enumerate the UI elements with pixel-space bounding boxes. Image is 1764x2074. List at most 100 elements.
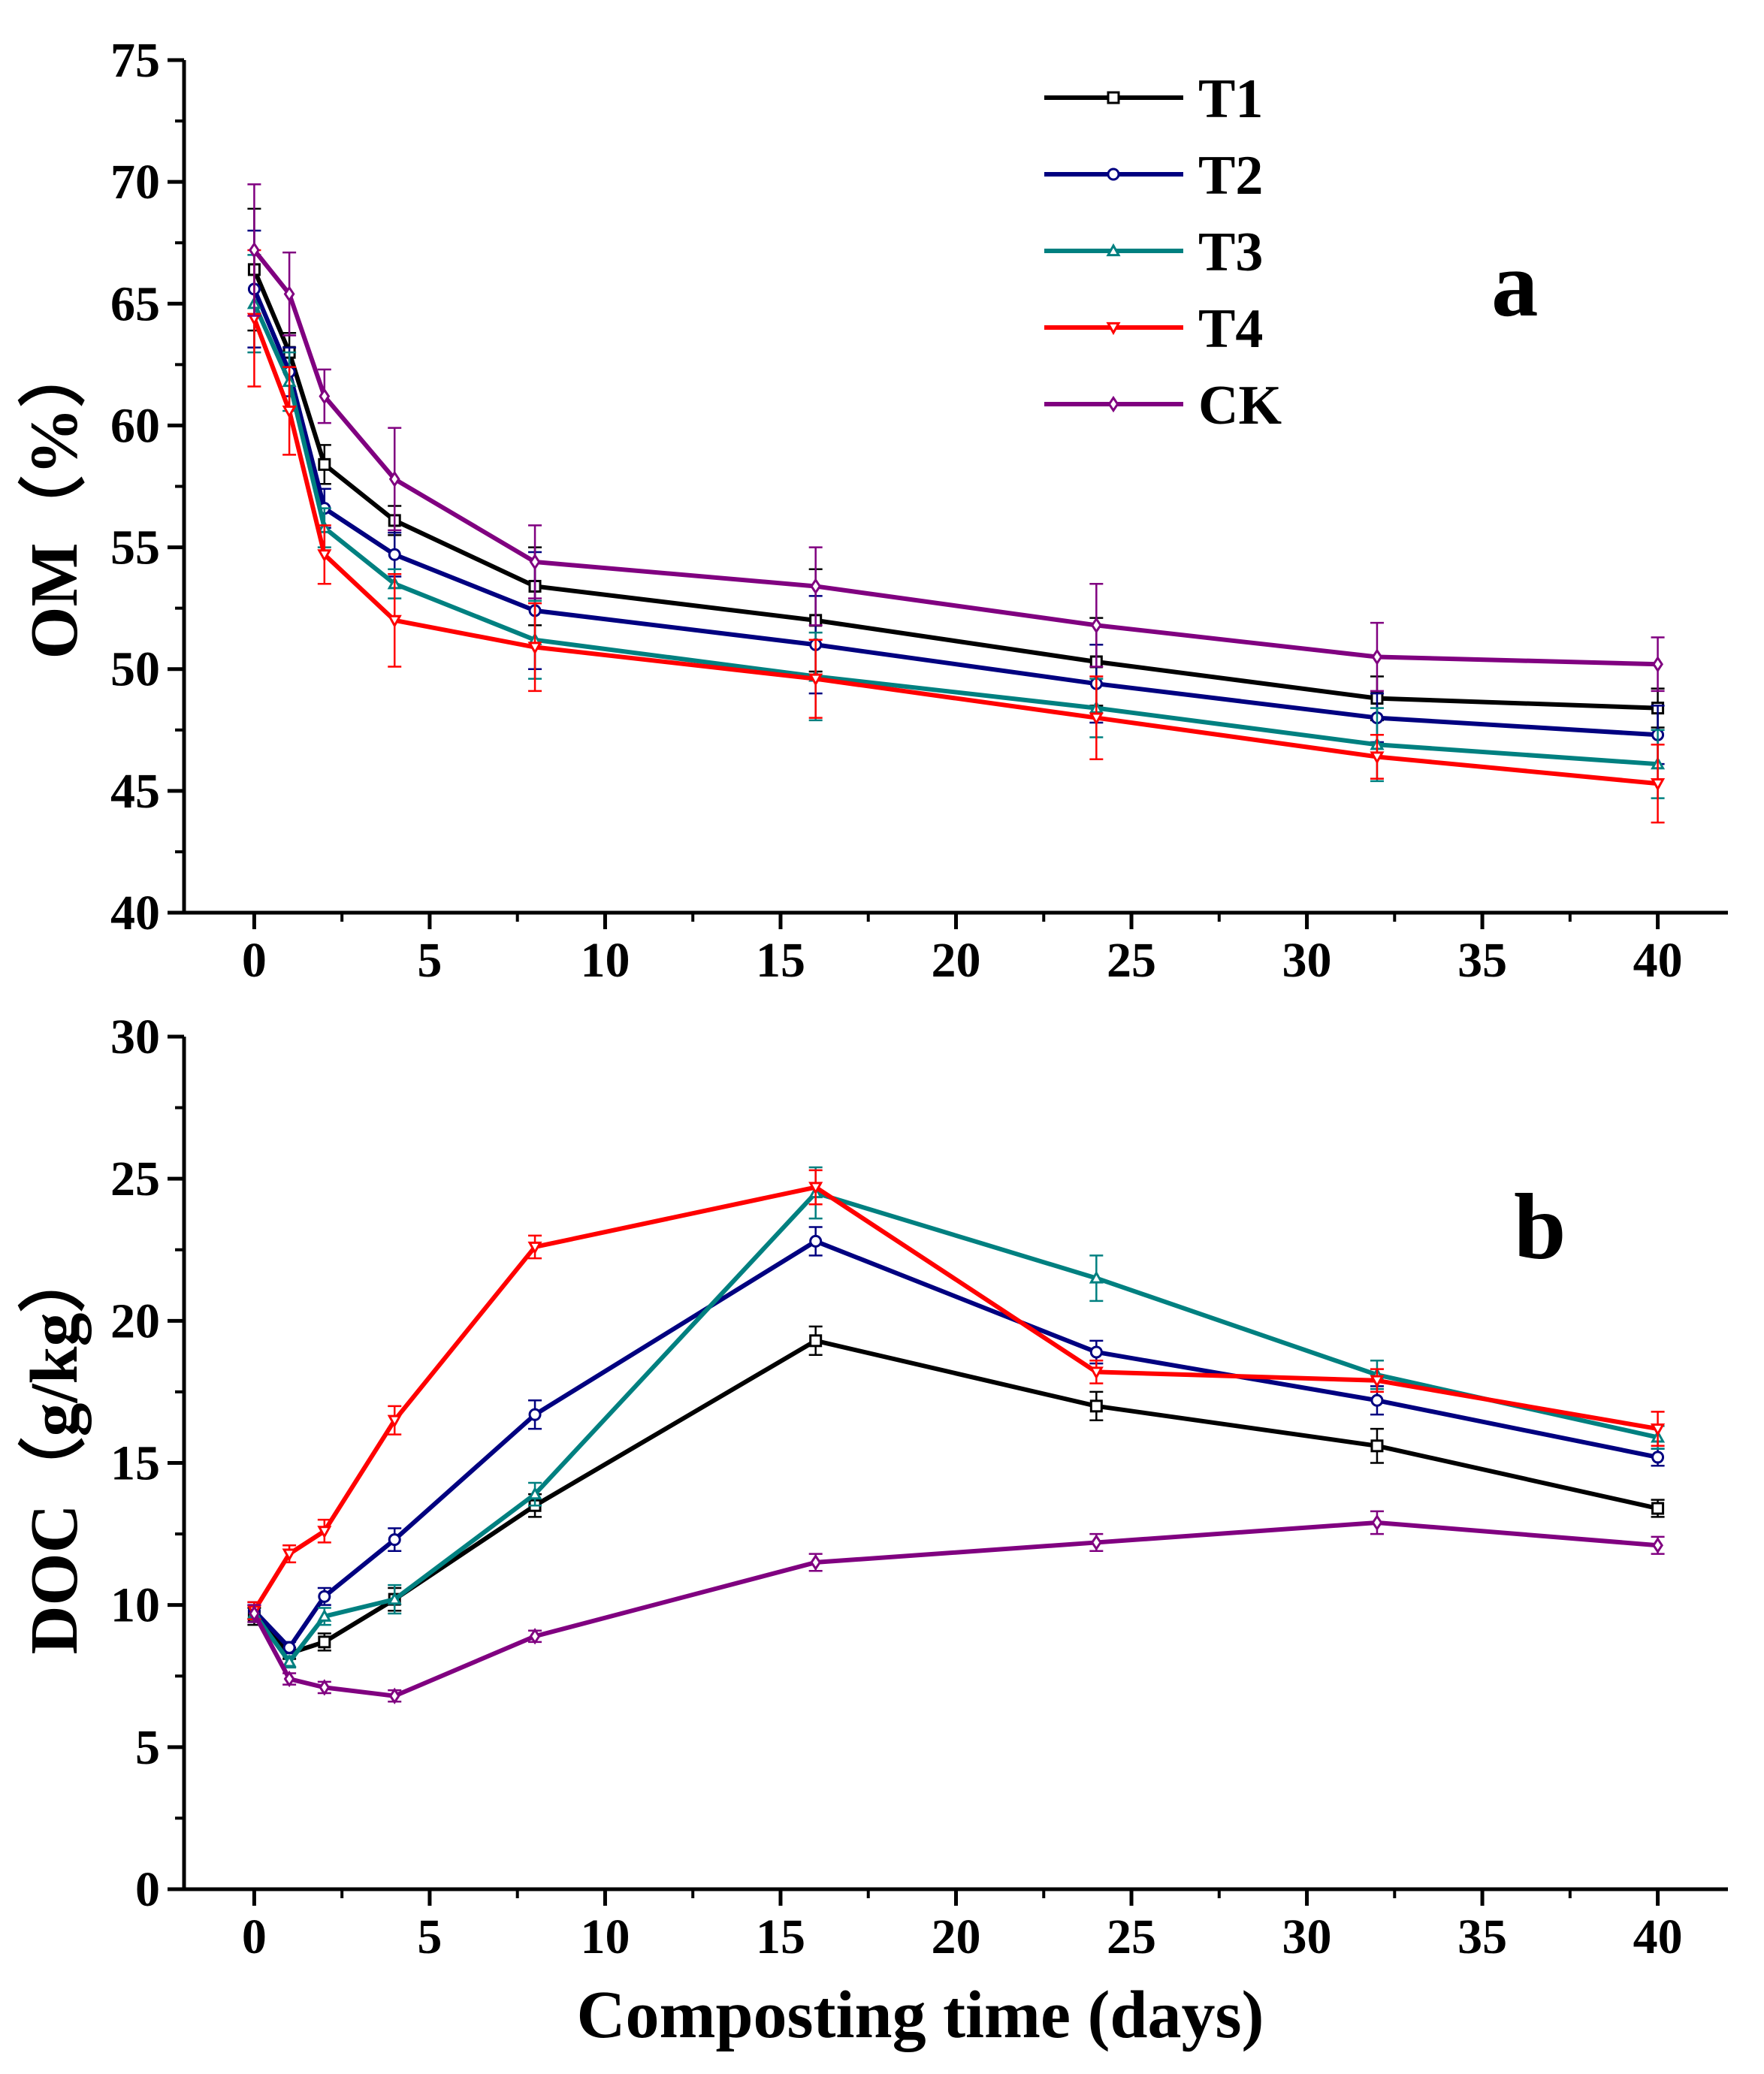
panel-b-x-tick-label: 15	[756, 1909, 805, 1964]
legend-label: CK	[1198, 375, 1282, 436]
panel-b-x-tick-label: 5	[417, 1909, 442, 1964]
legend-label: T2	[1198, 145, 1263, 207]
panel-a-y-tick-label: 40	[110, 886, 160, 940]
legend: T1 T2 T3 T4 CK	[1044, 68, 1282, 436]
legend-marker	[1107, 395, 1119, 413]
panel-a-series-t1	[247, 207, 1665, 729]
panel-b-x-tick-label: 30	[1282, 1909, 1332, 1964]
data-point	[318, 1589, 331, 1603]
data-point	[1370, 1375, 1385, 1388]
panel-b-x-tick-label: 20	[932, 1909, 981, 1964]
panel-b-y-tick-label: 15	[110, 1436, 160, 1491]
panel-b-series-t1	[247, 1325, 1665, 1660]
data-point	[810, 578, 822, 595]
data-point	[282, 1654, 297, 1668]
panel-b-x-tick-label: 0	[242, 1909, 267, 1964]
data-point	[1090, 1534, 1102, 1551]
panel-b-x-tick-label: 25	[1107, 1909, 1156, 1964]
data-point	[283, 285, 295, 303]
panel-a-x-tick-label: 25	[1107, 933, 1156, 988]
panel-b-y-tick-label: 0	[135, 1862, 160, 1917]
data-point	[249, 241, 260, 259]
data-point	[319, 1679, 331, 1696]
legend-marker	[1106, 243, 1121, 257]
data-point	[318, 457, 331, 471]
panel-a-letter: a	[1491, 233, 1539, 337]
panel-a-series-ck	[247, 183, 1665, 693]
legend-item-t1: T1	[1044, 68, 1263, 130]
data-point	[1651, 1451, 1665, 1464]
series-line-t3	[252, 303, 1658, 767]
data-point	[388, 1533, 401, 1547]
legend-label: T1	[1198, 68, 1263, 130]
data-point	[529, 1628, 541, 1645]
data-point	[387, 1414, 402, 1428]
data-point	[809, 1234, 823, 1248]
data-point	[1089, 1345, 1103, 1359]
panel-b-y-tick-label: 10	[110, 1578, 160, 1633]
panel-a-y-tick-label: 75	[110, 33, 160, 88]
panel-a-series-t2	[247, 229, 1665, 765]
data-point	[1370, 751, 1385, 765]
data-point	[283, 1670, 295, 1688]
legend-item-ck: CK	[1044, 375, 1282, 436]
panel-a-x-tick-label: 30	[1282, 933, 1332, 988]
panel-a-y-tick-label: 55	[110, 521, 160, 575]
legend-marker	[1107, 168, 1120, 181]
data-point	[808, 1182, 823, 1195]
legend-marker	[1106, 322, 1121, 336]
panel-b-x-tick-label: 10	[580, 1909, 630, 1964]
data-point	[808, 673, 823, 687]
data-point	[319, 388, 331, 405]
data-point	[1652, 656, 1663, 673]
panel-a-series-t3	[246, 254, 1666, 799]
legend-item-t2: T2	[1044, 145, 1263, 207]
data-point	[282, 1641, 296, 1654]
legend-label: T3	[1198, 222, 1263, 283]
data-point	[249, 1605, 260, 1623]
data-point	[317, 1608, 332, 1622]
panel-a-y-tick-label: 70	[110, 155, 160, 210]
data-point	[1371, 648, 1383, 666]
panel-b-letter: b	[1514, 1176, 1566, 1279]
data-point	[1651, 778, 1666, 792]
data-point	[809, 1334, 823, 1348]
data-point	[387, 1592, 402, 1605]
panel-b-x-tick-label: 40	[1633, 1909, 1683, 1964]
panel-b-y-tick-label: 5	[135, 1720, 160, 1775]
data-point	[387, 614, 402, 628]
legend-item-t3: T3	[1044, 222, 1263, 283]
data-point	[1651, 1423, 1666, 1437]
legend-item-t4: T4	[1044, 298, 1263, 360]
panel-a-x-tick-label: 15	[756, 933, 805, 988]
panel-b-x-axis-title: Composting time (days)	[577, 1978, 1264, 2052]
data-point	[1089, 712, 1104, 726]
data-point	[529, 553, 541, 571]
panel-b-y-axis-title: DOC（g/kg）	[17, 1245, 92, 1654]
panel-b-series-t4	[246, 1169, 1666, 1620]
data-point	[527, 642, 542, 655]
legend-label: T4	[1198, 298, 1263, 360]
data-point	[282, 1548, 297, 1562]
data-point	[1371, 1514, 1383, 1532]
data-point	[528, 1408, 542, 1421]
panel-b-y-tick-label: 25	[110, 1152, 160, 1206]
data-point	[388, 548, 401, 561]
panel-b-x-tick-label: 35	[1457, 1909, 1507, 1964]
panel-a-x-tick-label: 0	[242, 933, 267, 988]
data-point	[810, 1553, 822, 1571]
data-point	[317, 1526, 332, 1539]
panel-a-y-axis-title: OM（%）	[17, 340, 92, 660]
data-point	[317, 549, 332, 563]
data-point	[282, 405, 297, 419]
data-point	[1089, 1270, 1104, 1284]
panel-a-x-tick-label: 20	[932, 933, 981, 988]
panel-a-y-tick-label: 45	[110, 764, 160, 819]
series-line-t1	[252, 268, 1658, 711]
series-line-t2	[252, 1239, 1659, 1650]
data-point	[388, 470, 400, 488]
panel-a-x-tick-label: 35	[1457, 933, 1507, 988]
data-point	[1089, 1366, 1104, 1380]
panel-a-x-tick-label: 10	[580, 933, 630, 988]
